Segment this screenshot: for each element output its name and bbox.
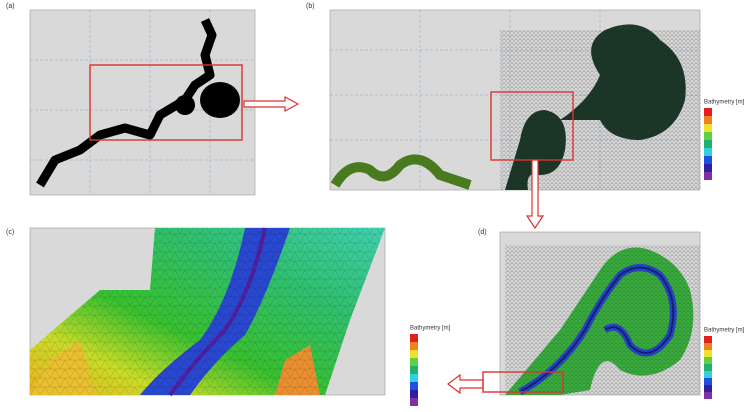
legend-swatch [704,164,712,172]
legend: Bathymetry [m] [704,328,745,399]
legend-swatch [704,132,712,140]
lake-domain [175,95,195,115]
mesh [500,30,700,190]
legend-swatch [704,116,712,124]
figure: (a) (b) Bathymetry [m] (c) Bathymetry [m… [0,0,745,412]
legend-swatch [704,336,712,343]
legend-swatch [704,148,712,156]
panel-label: (b) [306,3,315,10]
legend-swatch [410,334,418,342]
legend-title: Bathymetry [m] [704,328,745,334]
legend-swatch [410,350,418,358]
legend-swatch [704,156,712,164]
legend-swatch [704,392,712,399]
legend-swatch [704,357,712,364]
legend-swatch [704,350,712,357]
arrow [448,375,483,393]
legend-swatch [410,390,418,398]
legend-swatch [410,382,418,390]
legend-swatch [410,342,418,350]
panel-c: (c) Bathymetry [m] [6,228,451,406]
legend-swatch [410,374,418,382]
legend-swatch [704,108,712,116]
legend-swatch [704,343,712,350]
legend: Bathymetry [m] [410,326,451,406]
lake-domain [200,82,240,118]
legend-swatch [410,366,418,374]
legend-swatch [410,398,418,406]
legend-swatch [704,364,712,371]
legend-swatch [704,378,712,385]
legend-swatch [704,124,712,132]
legend-title: Bathymetry [m] [704,100,745,106]
legend-swatch [704,172,712,180]
panel-label: (a) [6,3,15,10]
panel-label: (d) [478,229,487,236]
legend-title: Bathymetry [m] [410,326,451,332]
legend-swatch [704,140,712,148]
legend: Bathymetry [m] [704,100,745,180]
panel-a: (a) [6,3,255,195]
panel-label: (c) [6,229,14,236]
legend-swatch [410,358,418,366]
legend-swatch [704,385,712,392]
panel-d: (d) Bathymetry [m] [478,229,745,399]
panel-b: (b) Bathymetry [m] [306,3,745,190]
legend-swatch [704,371,712,378]
